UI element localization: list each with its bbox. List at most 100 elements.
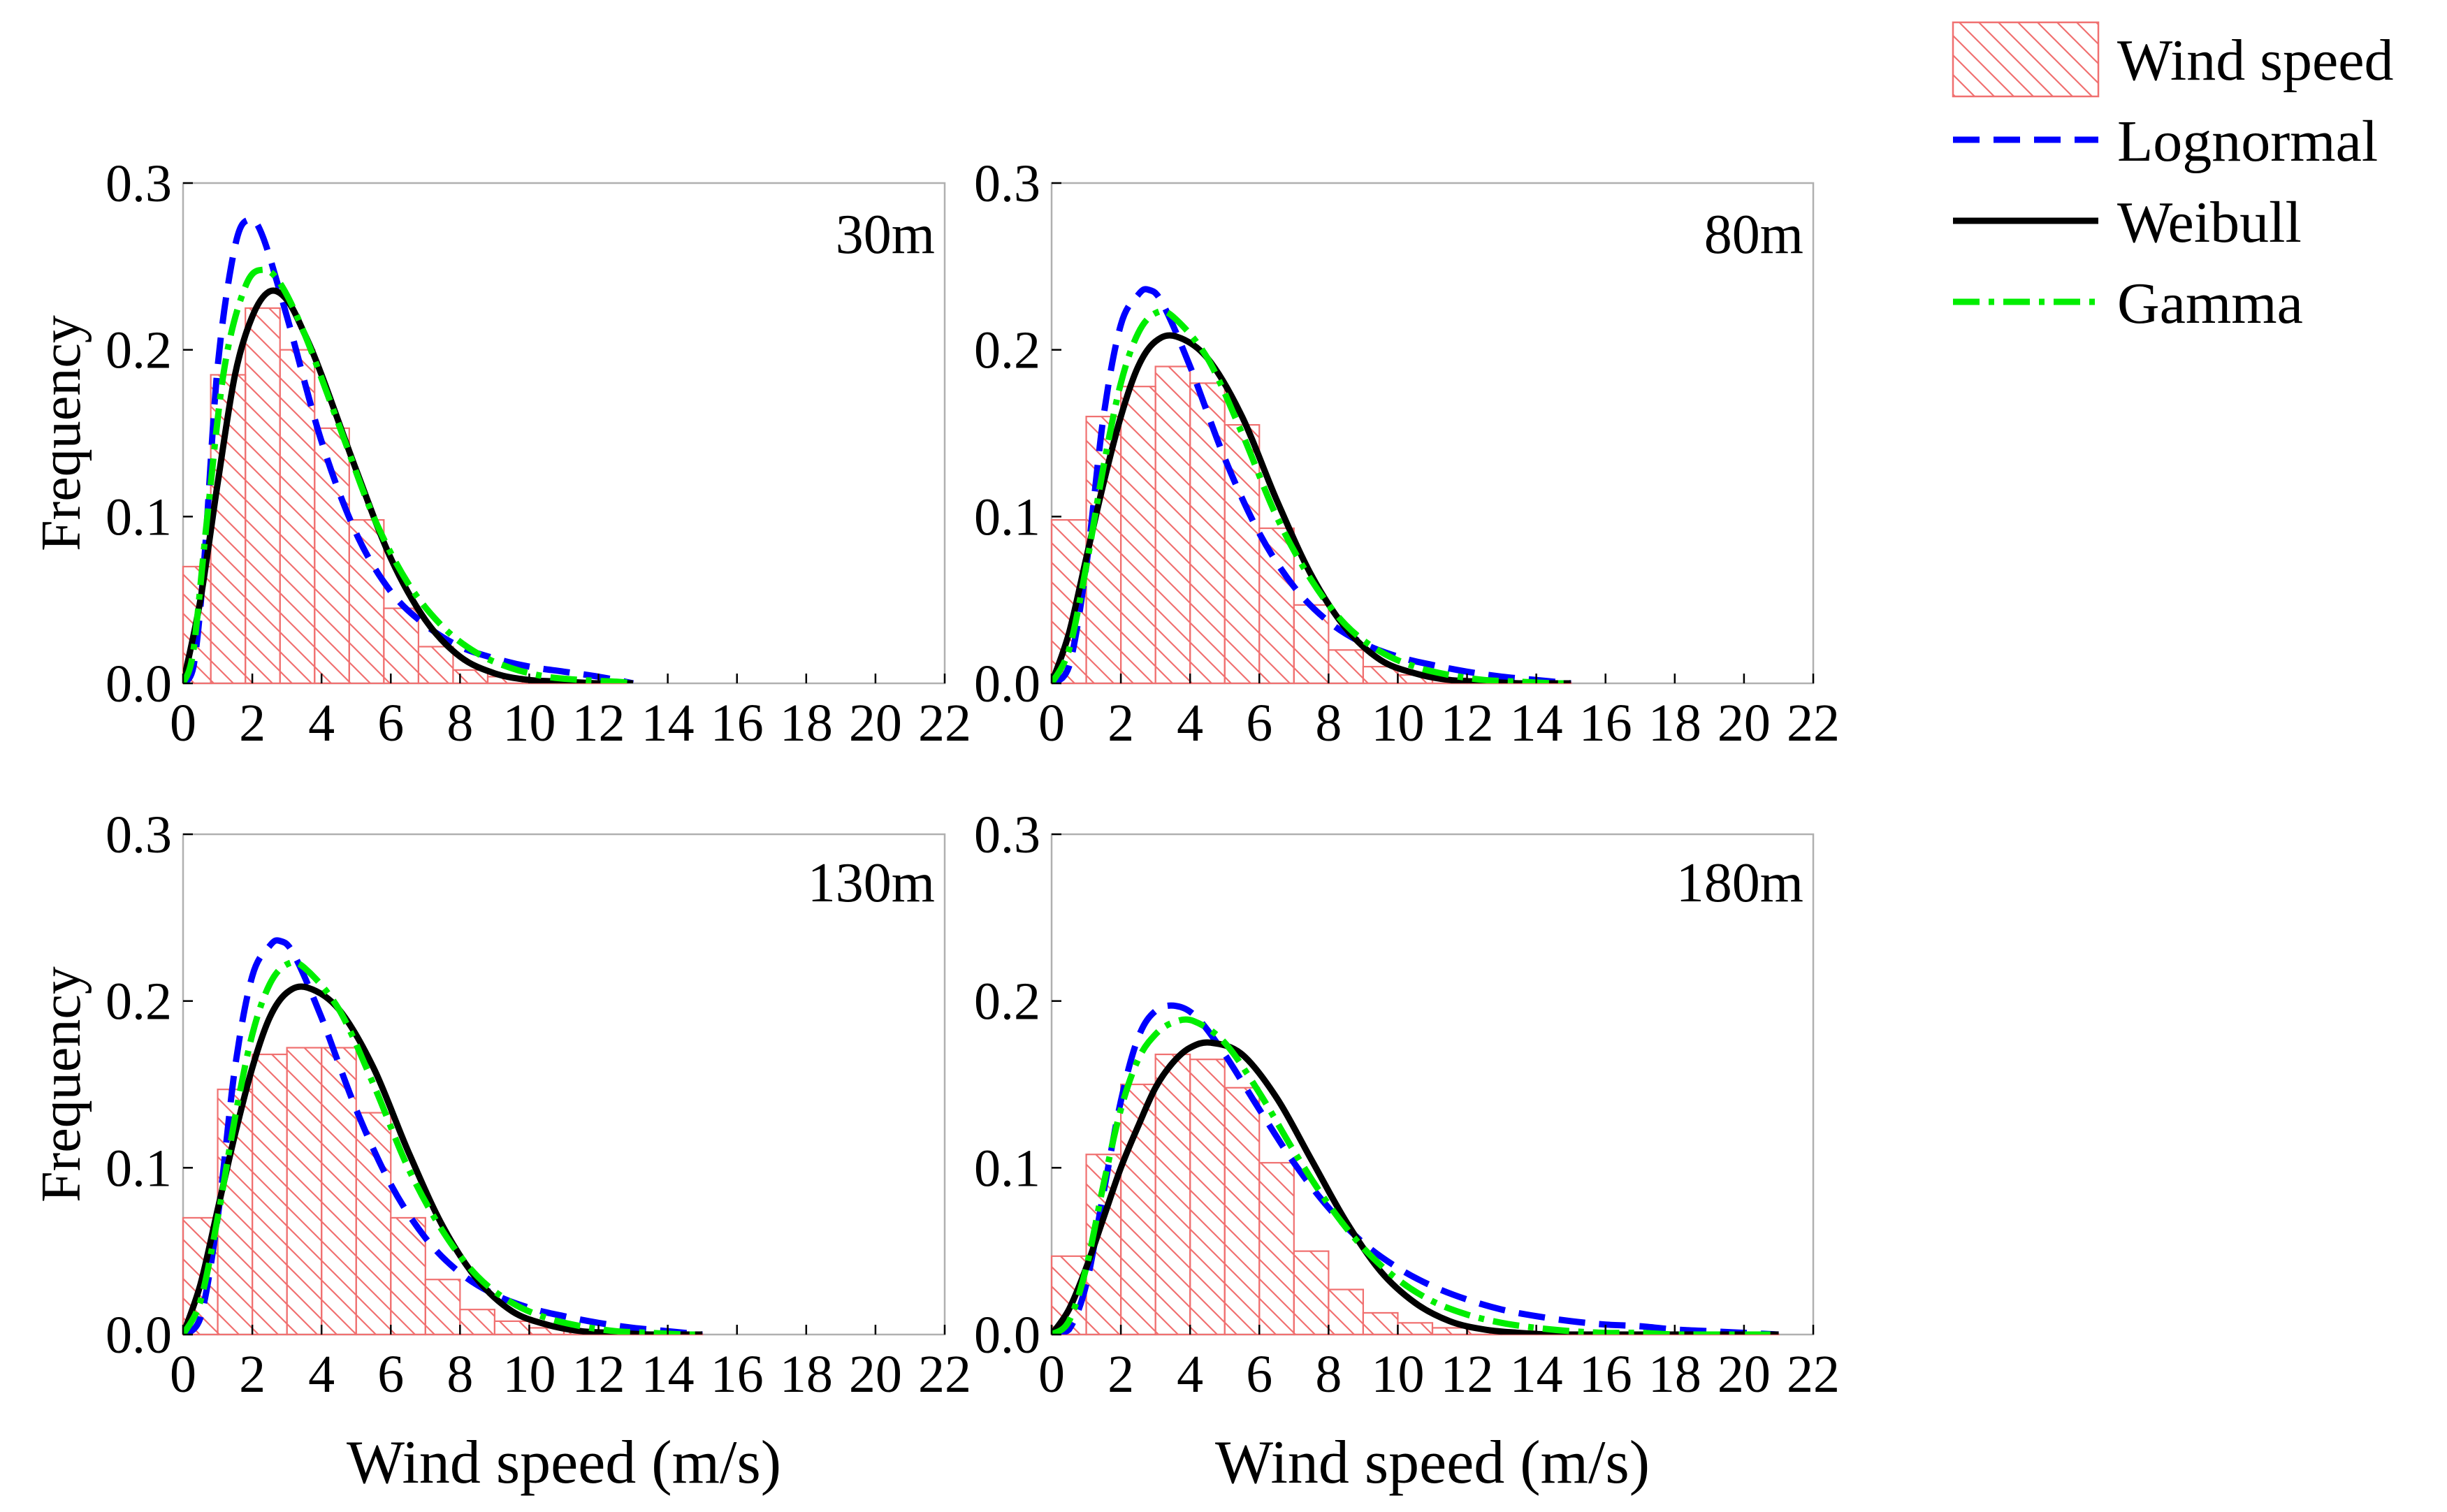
x-tick-label: 20 [849,1345,902,1404]
x-tick-label: 12 [1441,694,1494,753]
y-axis-ticks: 0.0 0.1 0.2 0.3 [106,806,193,1365]
histogram-bar [459,1309,496,1336]
x-tick-label: 14 [1510,1345,1563,1404]
histogram-bar [251,1053,288,1336]
panel-label: 130m [808,852,935,914]
panel-label: 30m [836,204,935,266]
x-tick-label: 18 [780,694,833,753]
histogram-bar [1119,386,1156,685]
x-tick-label: 12 [1441,1345,1494,1404]
y-tick-label: 0.3 [974,806,1040,864]
legend-label: Lognormal [2117,109,2378,174]
x-tick-label: 10 [502,1345,556,1404]
x-tick-label: 4 [1177,1345,1203,1404]
panel-label: 180m [1676,852,1803,914]
y-tick-label: 0.1 [106,1139,172,1198]
legend-item-weibull: Weibull [1953,190,2302,255]
histogram-bar [1362,1311,1399,1336]
x-tick-label: 0 [170,694,196,753]
histogram-bars [182,307,627,685]
y-axis-label: Frequency [31,966,92,1202]
x-tick-label: 2 [1108,694,1134,753]
x-tick-label: 2 [239,694,266,753]
x-tick-label: 4 [1177,694,1203,753]
lognormal-curve [183,937,703,1335]
x-tick-label: 20 [1718,1345,1771,1404]
x-tick-label: 2 [1108,1345,1134,1404]
y-tick-label: 0.1 [974,488,1040,546]
panel-130m: 0 2 4 6 8 10 12 14 16 18 20 22 0.0 0.1 0.2 0.3 130m Fr… [31,806,971,1497]
lognormal-curve [1052,286,1571,683]
histogram-bar [1224,1086,1261,1336]
histogram-bar [1189,1059,1226,1336]
weibull-curve [1052,1039,1779,1335]
panel-30m: 0 2 4 6 8 10 12 14 16 18 20 22 0.0 0.1 0.2 0.3 30m Fre… [31,154,971,753]
x-tick-label: 8 [1315,694,1342,753]
x-tick-label: 8 [446,694,473,753]
y-tick-label: 0.0 [974,655,1040,713]
gamma-curve [1052,307,1571,683]
x-tick-label: 22 [1787,694,1840,753]
histogram-bar [1293,1250,1330,1336]
histogram-bar [1189,382,1226,685]
x-tick-label: 8 [1315,1345,1342,1404]
x-tick-label: 8 [446,1345,473,1404]
x-tick-label: 16 [1579,1345,1632,1404]
y-tick-label: 0.2 [106,973,172,1031]
y-tick-label: 0.0 [974,1306,1040,1365]
legend-label: Gamma [2117,271,2303,336]
x-tick-label: 20 [1718,694,1771,753]
histogram-bar [1397,1322,1434,1336]
x-tick-label: 12 [572,1345,625,1404]
x-tick-label: 4 [308,694,335,753]
histogram-bar [1258,527,1295,685]
legend: Wind speed Lognormal Weibull Gamma [1952,21,2394,336]
x-axis-ticks: 0 2 4 6 8 10 12 14 16 18 20 22 [1038,1325,1840,1404]
legend-item-gamma: Gamma [1953,271,2303,336]
histogram-bar [286,1047,323,1336]
x-tick-label: 14 [641,694,695,753]
x-tick-label: 20 [849,694,902,753]
x-tick-label: 2 [239,1345,266,1404]
histogram-bar [245,307,281,685]
legend-item-lognormal: Lognormal [1953,109,2378,174]
y-tick-label: 0.1 [106,488,172,546]
y-tick-label: 0.2 [106,321,172,380]
x-tick-label: 6 [377,1345,404,1404]
gamma-curve [183,959,703,1335]
y-tick-label: 0.1 [974,1139,1040,1198]
x-tick-label: 16 [711,1345,764,1404]
x-axis-label: Wind speed (m/s) [347,1429,781,1497]
y-tick-label: 0.2 [974,321,1040,380]
x-tick-label: 6 [1246,1345,1272,1404]
y-tick-label: 0.3 [974,154,1040,213]
y-tick-label: 0.0 [106,655,172,713]
x-tick-label: 18 [1648,1345,1701,1404]
x-tick-label: 16 [711,694,764,753]
legend-item-wind-speed: Wind speed [1952,21,2394,98]
legend-label: Wind speed [2117,28,2394,93]
y-axis-ticks: 0.0 0.1 0.2 0.3 [106,154,193,713]
histogram-bars [1050,365,1572,685]
x-tick-label: 0 [1038,694,1065,753]
x-tick-label: 18 [1648,694,1701,753]
y-tick-label: 0.0 [106,1306,172,1365]
legend-label: Weibull [2117,190,2302,255]
histogram-bars [182,1047,704,1336]
x-tick-label: 0 [1038,1345,1065,1404]
gamma-curve [183,266,634,683]
y-axis-ticks: 0.0 0.1 0.2 0.3 [974,154,1061,713]
gamma-curve [1052,1016,1779,1335]
x-tick-label: 6 [1246,694,1272,753]
x-tick-label: 10 [1371,694,1424,753]
panel-80m: 0 2 4 6 8 10 12 14 16 18 20 22 0.0 0.1 0.2 0.3 80m [974,154,1840,753]
x-tick-label: 0 [170,1345,196,1404]
legend-swatch-hatched [1952,21,2100,98]
x-tick-label: 18 [780,1345,833,1404]
x-axis-ticks: 0 2 4 6 8 10 12 14 16 18 20 22 [1038,674,1840,753]
histogram-bar [355,1112,392,1336]
x-tick-label: 12 [572,694,625,753]
y-axis-ticks: 0.0 0.1 0.2 0.3 [974,806,1061,1365]
x-tick-label: 22 [1787,1345,1840,1404]
